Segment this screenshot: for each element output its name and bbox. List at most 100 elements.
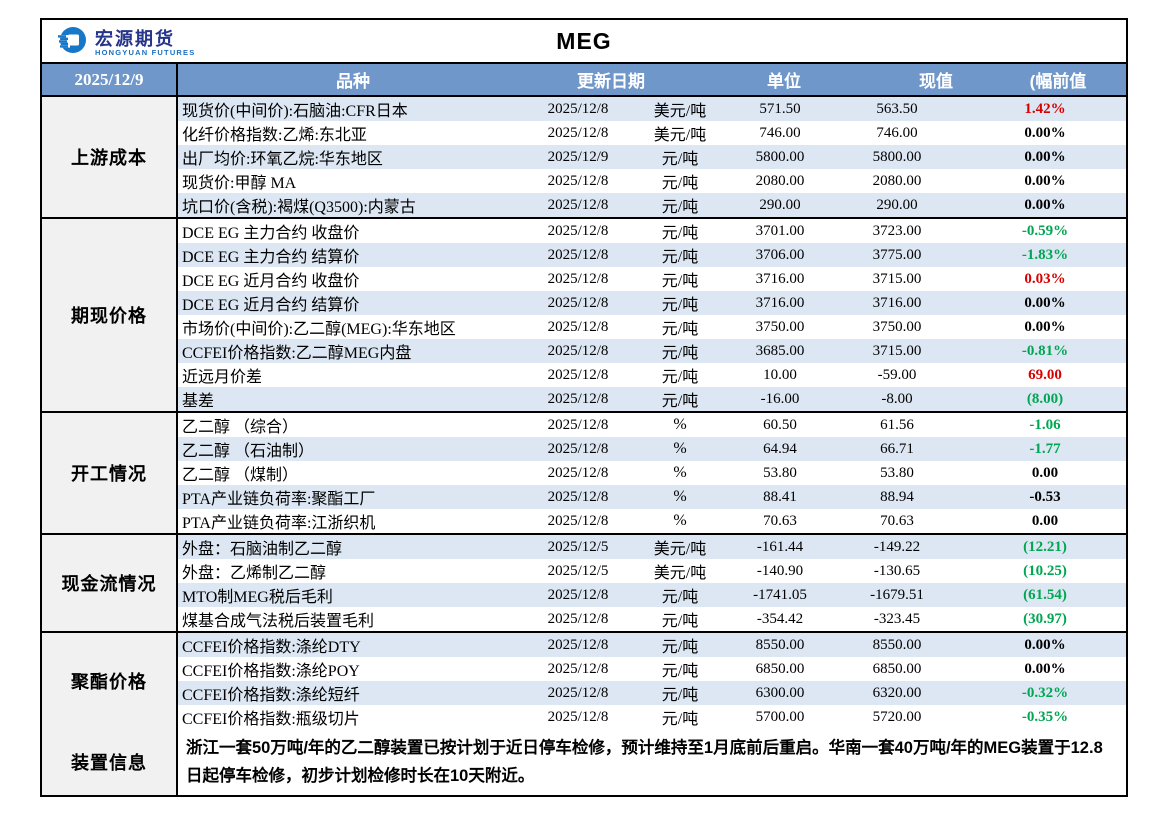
change-cell: 0.00: [1031, 464, 1059, 481]
table-row: 近远月价差 2025/12/8 元/吨 10.00 -59.00 69.00: [178, 363, 1126, 387]
unit-cell: 元/吨: [661, 345, 699, 362]
update-date-cell: 2025/12/8: [547, 196, 609, 213]
update-date-cell: 2025/12/8: [547, 366, 609, 383]
previous-value-cell: 746.00: [876, 124, 918, 141]
unit-cell: 元/吨: [661, 321, 699, 338]
col-header-unit: 单位: [767, 72, 801, 91]
change-cell: (30.97): [1023, 610, 1067, 627]
previous-value-cell: -1679.51: [870, 586, 924, 603]
table-row: PTA产业链负荷率:江浙织机 2025/12/8% 70.63 70.63 0.00: [178, 509, 1126, 533]
change-cell: -1.06: [1029, 416, 1061, 433]
unit-cell: 美元/吨: [653, 565, 707, 582]
col-header-product: 品种: [336, 72, 370, 91]
column-header-row: 2025/12/9 品种 更新日期 单位 现值 (幅前值: [42, 64, 1126, 97]
current-value-cell: 3716.00: [755, 294, 805, 311]
product-name-cell: 煤基合成气法税后装置毛利: [182, 613, 375, 630]
table-section: 聚酯价格 CCFEI价格指数:涤纶DTY 2025/12/8 元/吨 8550.00 85…: [42, 631, 1126, 729]
previous-value-cell: 2080.00: [872, 172, 922, 189]
section-label: 开工情况: [42, 413, 178, 533]
section-label: 现金流情况: [42, 535, 178, 631]
update-date-cell: 2025/12/5: [547, 538, 609, 555]
current-value-cell: 60.50: [763, 416, 797, 433]
table-row: DCE EG 主力合约 结算价 2025/12/8 元/吨 3706.00 3775.0…: [178, 243, 1126, 267]
update-date-cell: 2025/12/8: [547, 660, 609, 677]
current-value-cell: -16.00: [760, 390, 800, 407]
unit-cell: %: [673, 512, 687, 529]
update-date-cell: 2025/12/8: [547, 440, 609, 457]
change-cell: (61.54): [1023, 586, 1067, 603]
previous-value-cell: 53.80: [880, 464, 914, 481]
previous-value-cell: 66.71: [880, 440, 914, 457]
unit-cell: %: [673, 488, 687, 505]
change-cell: 0.00: [1031, 512, 1059, 529]
current-value-cell: -140.90: [756, 562, 804, 579]
change-cell: (12.21): [1023, 538, 1067, 555]
unit-cell: 元/吨: [661, 175, 699, 192]
change-cell: -1.77: [1029, 440, 1061, 457]
previous-value-cell: -130.65: [873, 562, 921, 579]
table-section: 开工情况 乙二醇 （综合） 2025/12/8% 60.50 61.56 -1.06 乙二醇…: [42, 411, 1126, 533]
update-date-cell: 2025/12/8: [547, 488, 609, 505]
previous-value-cell: 61.56: [880, 416, 914, 433]
device-info-text: 浙江一套50万吨/年的乙二醇装置已按计划于近日停车检修，预计维持至1月底前后重启…: [186, 739, 1103, 786]
update-date-cell: 2025/12/8: [547, 100, 609, 117]
product-name-cell: MTO制MEG税后毛利: [182, 589, 333, 606]
change-cell: 0.03%: [1024, 270, 1066, 287]
current-value-cell: 3701.00: [755, 222, 805, 239]
previous-value-cell: -323.45: [873, 610, 921, 627]
update-date-cell: 2025/12/8: [547, 318, 609, 335]
change-cell: 1.42%: [1024, 100, 1066, 117]
previous-value-cell: 3715.00: [872, 270, 922, 287]
change-cell: (8.00): [1026, 390, 1064, 407]
table-row: 煤基合成气法税后装置毛利 2025/12/8 元/吨 -354.42 -323.45 (3…: [178, 607, 1126, 631]
change-cell: -0.35%: [1021, 708, 1069, 725]
previous-value-cell: 3716.00: [872, 294, 922, 311]
company-name-cn: 宏源期货: [95, 29, 175, 50]
unit-cell: 元/吨: [661, 687, 699, 704]
unit-cell: 元/吨: [661, 225, 699, 242]
table-row: CCFEI价格指数:瓶级切片 2025/12/8 元/吨 5700.00 5720.00…: [178, 705, 1126, 729]
unit-cell: 元/吨: [661, 199, 699, 216]
current-value-cell: 3750.00: [755, 318, 805, 335]
col-header-update-date: 更新日期: [577, 72, 645, 91]
unit-cell: 元/吨: [661, 273, 699, 290]
hongyuan-logo-icon: [56, 25, 88, 62]
update-date-cell: 2025/12/8: [547, 708, 609, 725]
product-name-cell: CCFEI价格指数:瓶级切片: [182, 711, 360, 728]
current-value-cell: 8550.00: [755, 636, 805, 653]
product-name-cell: CCFEI价格指数:乙二醇MEG内盘: [182, 345, 412, 362]
section-label: 期现价格: [42, 219, 178, 411]
product-name-cell: DCE EG 近月合约 结算价: [182, 297, 360, 314]
change-cell: (10.25): [1023, 562, 1067, 579]
previous-value-cell: 6850.00: [872, 660, 922, 677]
product-name-cell: DCE EG 近月合约 收盘价: [182, 273, 360, 290]
update-date-cell: 2025/12/8: [547, 684, 609, 701]
table-row: 出厂均价:环氧乙烷:华东地区 2025/12/9 元/吨 5800.00 5800.00…: [178, 145, 1126, 169]
change-cell: 0.00%: [1024, 196, 1066, 213]
current-value-cell: 3685.00: [755, 342, 805, 359]
previous-value-cell: 3715.00: [872, 342, 922, 359]
previous-value-cell: -149.22: [873, 538, 921, 555]
previous-value-cell: 3750.00: [872, 318, 922, 335]
unit-cell: 美元/吨: [653, 127, 707, 144]
current-value-cell: 10.00: [763, 366, 797, 383]
update-date-cell: 2025/12/9: [547, 148, 609, 165]
previous-value-cell: 5720.00: [872, 708, 922, 725]
product-name-cell: 现货价(中间价):石脑油:CFR日本: [182, 103, 408, 120]
unit-cell: 元/吨: [661, 297, 699, 314]
current-value-cell: 6300.00: [755, 684, 805, 701]
current-value-cell: 746.00: [759, 124, 801, 141]
update-date-cell: 2025/12/8: [547, 124, 609, 141]
current-value-cell: 70.63: [763, 512, 797, 529]
product-name-cell: 市场价(中间价):乙二醇(MEG):华东地区: [182, 321, 456, 338]
update-date-cell: 2025/12/8: [547, 270, 609, 287]
table-row: CCFEI价格指数:涤纶POY 2025/12/8 元/吨 6850.00 6850.0…: [178, 657, 1126, 681]
section-label: 上游成本: [42, 97, 178, 217]
change-cell: 0.00%: [1024, 636, 1066, 653]
update-date-cell: 2025/12/8: [547, 512, 609, 529]
previous-value-cell: -8.00: [881, 390, 913, 407]
product-name-cell: 乙二醇 （综合）: [182, 419, 299, 436]
table-section: 现金流情况 外盘：石脑油制乙二醇 2025/12/5 美元/吨 -161.44 -149.…: [42, 533, 1126, 631]
product-name-cell: 外盘：石脑油制乙二醇: [182, 541, 343, 558]
update-date-cell: 2025/12/8: [547, 172, 609, 189]
